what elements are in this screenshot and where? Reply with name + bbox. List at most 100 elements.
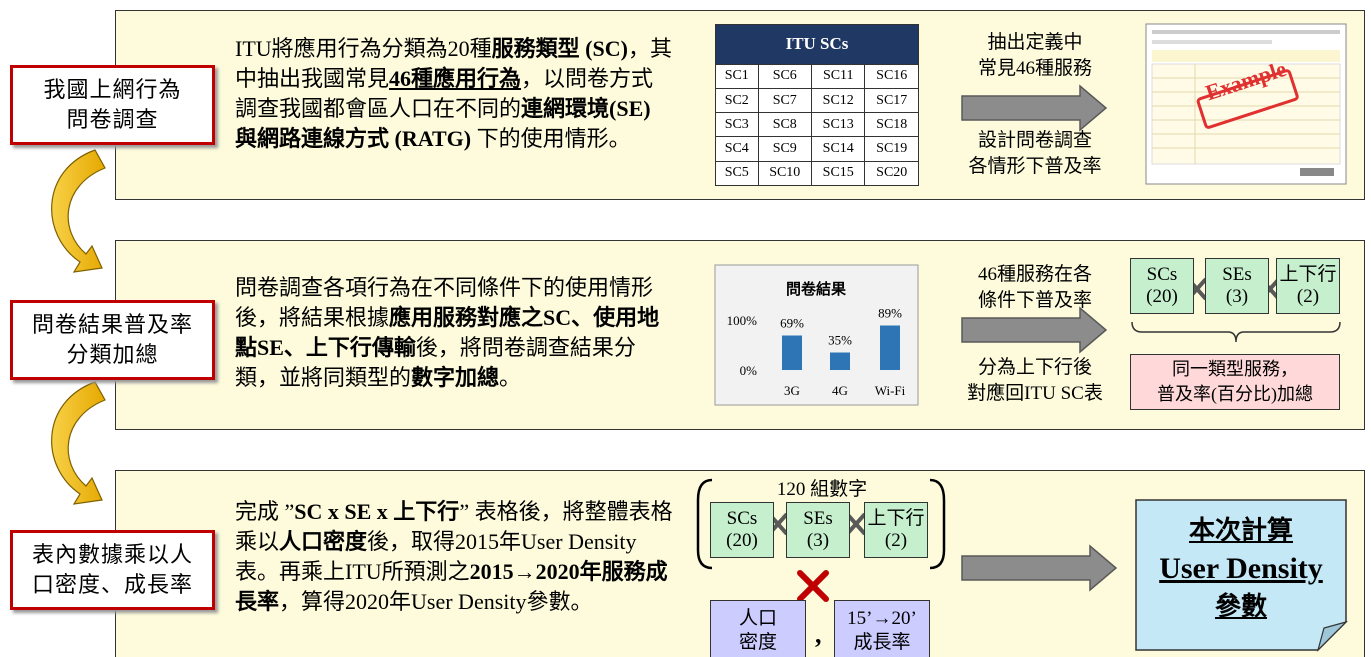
arrow-caption: 46種服務在各 條件下普及率 bbox=[940, 262, 1130, 314]
table-cell: SC7 bbox=[757, 87, 813, 114]
table-cell: SC8 bbox=[757, 112, 813, 138]
factor-box: SCs (20) bbox=[710, 502, 774, 558]
table-row: SC4 SC9 SC14 SC19 bbox=[715, 136, 919, 162]
text: (2) bbox=[884, 530, 908, 551]
text: 問卷調查各項行為在不同條件下的使用情形後，將結果根據 bbox=[235, 275, 654, 330]
text: 15’→20’ bbox=[847, 608, 917, 629]
text: SCs bbox=[1146, 264, 1178, 285]
survey-chart: 問卷結果 100% 0% 69% 3G 35% 4G 89% Wi-Fi bbox=[714, 264, 919, 406]
table-cell: SC2 bbox=[715, 87, 759, 114]
text: ” 表格後，將整體表格乘以 bbox=[235, 499, 673, 554]
text: ，其中抽出我國常見 bbox=[235, 36, 672, 91]
text: ，算得2020年User Density參數。 bbox=[279, 589, 593, 614]
text: 分為上下行後 bbox=[977, 357, 1092, 378]
arrow bbox=[961, 544, 1118, 592]
text: 普及率(百分比)加總 bbox=[1157, 384, 1313, 404]
table-cell: SC6 bbox=[757, 63, 813, 89]
text: (3) bbox=[806, 530, 830, 551]
step-label: 問卷結果普及率 bbox=[31, 312, 193, 337]
table-cell: SC5 bbox=[715, 160, 759, 187]
table-cell: SC20 bbox=[864, 160, 919, 187]
text: 下的使用情形。 bbox=[471, 126, 631, 151]
step-box: 問卷結果普及率 分類加總 bbox=[10, 300, 215, 380]
text: 同一類型服務， bbox=[1172, 359, 1298, 379]
text: (20) bbox=[726, 530, 758, 551]
multiplier-box: 人口 密度 bbox=[710, 600, 806, 657]
arrow bbox=[961, 306, 1108, 354]
table-cell: SC13 bbox=[810, 112, 866, 138]
example-image bbox=[1145, 23, 1347, 185]
text: SEs bbox=[803, 508, 833, 529]
text: SC x SE x 上下行 bbox=[294, 499, 460, 524]
text: 對應回ITU SC表 bbox=[967, 383, 1103, 404]
paragraph: 完成 ”SC x SE x 上下行” 表格後，將整體表格乘以人口密度後，取得20… bbox=[235, 497, 675, 617]
text: (3) bbox=[1225, 286, 1249, 307]
multiplier-box: 15’→20’ 成長率 bbox=[834, 600, 930, 657]
bar bbox=[880, 325, 900, 370]
table-cell: SC11 bbox=[810, 63, 866, 89]
comma: , bbox=[815, 620, 822, 649]
table-row: SC2 SC7 SC12 SC17 bbox=[715, 87, 919, 114]
text: 。 bbox=[499, 365, 522, 390]
text: 2015→2020年服務成長率 bbox=[235, 559, 668, 614]
step-label: 我國上網行為 bbox=[43, 77, 182, 102]
table-cell: SC10 bbox=[757, 160, 813, 187]
text: 數字加總 bbox=[411, 365, 500, 390]
table-cell: SC19 bbox=[864, 136, 919, 162]
text: 上下行 bbox=[867, 508, 925, 529]
table-title: ITU SCs bbox=[715, 24, 919, 65]
value-label: 89% bbox=[878, 306, 902, 321]
table-row: SC5 SC10 SC15 SC20 bbox=[715, 160, 919, 187]
value-label: 69% bbox=[780, 316, 804, 331]
text: 應用服務對應之SC、使用地點SE、上下行傳輸 bbox=[235, 305, 660, 360]
text: 各情形下普及率 bbox=[968, 156, 1102, 177]
x-tick-label: Wi-Fi bbox=[875, 383, 906, 398]
step-label: 表內數據乘以人 bbox=[31, 542, 193, 567]
text: User Density bbox=[1159, 552, 1323, 585]
factor-box: 上下行 (2) bbox=[1276, 258, 1340, 314]
text: ITU將應用行為分類為20種 bbox=[235, 36, 492, 61]
text: 參數 bbox=[1214, 592, 1267, 621]
text: 後，取得2015年User Density表。再乘上ITU所預測之 bbox=[235, 529, 637, 584]
y-tick-label: 100% bbox=[727, 313, 758, 328]
paragraph: ITU將應用行為分類為20種服務類型 (SC)，其中抽出我國常見46種應用行為，… bbox=[235, 34, 675, 154]
arrow-caption: 設計問卷調查 各情形下普及率 bbox=[940, 128, 1130, 180]
multiply-mark bbox=[797, 570, 829, 602]
table-row: SC1 SC6 SC11 SC16 bbox=[715, 63, 919, 89]
factor-box: SCs (20) bbox=[1130, 258, 1194, 314]
x-tick-label: 4G bbox=[832, 383, 848, 398]
itu-table: ITU SCs SC1 SC6 SC11 SC16 SC2 SC7 SC12 SC17 SC3 S… bbox=[715, 24, 919, 187]
arrow-caption: 抽出定義中 常見46種服務 bbox=[940, 30, 1130, 82]
text: 後，將問卷調查結果分類，並將同類型的 bbox=[235, 335, 636, 390]
bar bbox=[782, 335, 802, 370]
step-label: 口密度、成長率 bbox=[31, 572, 193, 597]
chart-title: 問卷結果 bbox=[786, 280, 847, 298]
x-tick-label: 3G bbox=[784, 383, 800, 398]
table-cell: SC18 bbox=[864, 112, 919, 138]
text: 46種應用行為 bbox=[389, 66, 522, 91]
curved-arrow bbox=[51, 149, 106, 273]
table-row: SC3 SC8 SC13 SC18 bbox=[715, 112, 919, 138]
text: 抽出定義中 bbox=[987, 32, 1083, 53]
text: 成長率 bbox=[853, 632, 911, 653]
result: 本次計算 User Density 參數 bbox=[1136, 512, 1346, 626]
brace bbox=[1131, 321, 1341, 343]
table-cell: SC15 bbox=[810, 160, 866, 187]
table-cell: SC3 bbox=[715, 112, 759, 138]
table-cell: SC16 bbox=[864, 63, 919, 89]
text: SCs bbox=[726, 508, 758, 529]
text: ，以問卷方式調查我國都會區人口在不同的 bbox=[235, 66, 654, 121]
table-cell: SC14 bbox=[810, 136, 866, 162]
text: 密度 bbox=[738, 632, 777, 653]
factor-box: 上下行 (2) bbox=[864, 502, 928, 558]
table-cell: SC1 bbox=[715, 63, 759, 89]
text: 服務類型 (SC) bbox=[491, 36, 628, 61]
table-cell: SC4 bbox=[715, 136, 759, 162]
group-label: 120 組數字 bbox=[776, 479, 868, 500]
text: 設計問卷調查 bbox=[977, 130, 1092, 151]
bar bbox=[830, 352, 850, 370]
factor-box: SEs (3) bbox=[1205, 258, 1269, 314]
text: 完成 ” bbox=[235, 499, 295, 524]
